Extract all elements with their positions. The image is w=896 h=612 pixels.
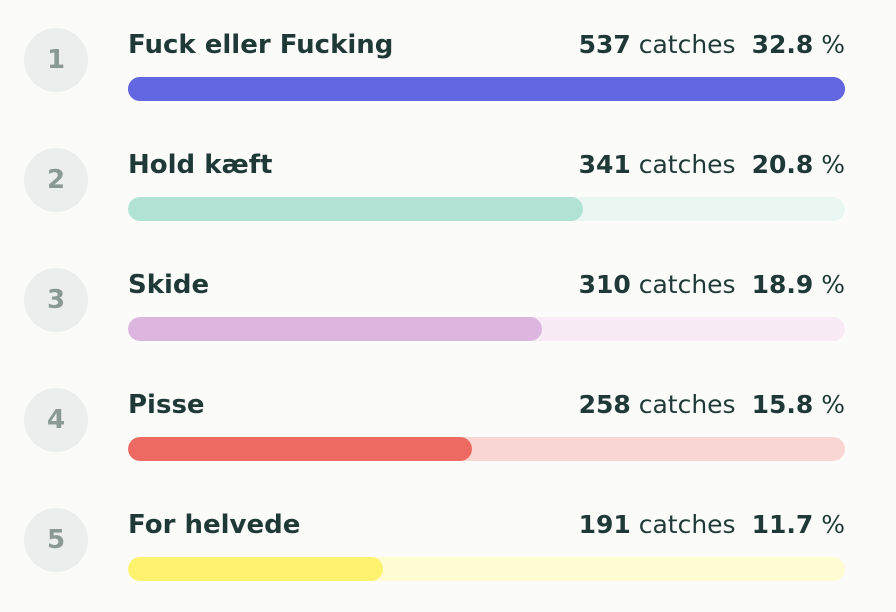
bar-fill [128,557,383,581]
bar-fill [128,317,542,341]
row-stats: 537 catches 32.8 % [579,30,845,59]
word-label: Fuck eller Fucking [128,30,394,60]
unit-label: catches [638,30,736,59]
rank-badge: 1 [24,28,88,92]
percent-value: 11.7 [751,510,814,539]
catch-count: 341 [578,150,631,179]
ranking-row: 2 Hold kæft 341 catches 20.8 % [0,120,896,240]
percent-symbol: % [821,390,845,419]
ranking-row: 4 Pisse 258 catches 15.8 % [0,360,896,480]
row-stats: 258 catches 15.8 % [579,390,845,419]
unit-label: catches [638,510,736,539]
bar-fill [128,77,845,101]
percent-value: 15.8 [751,390,814,419]
percent-value: 18.9 [751,270,814,299]
ranking-row: 1 Fuck eller Fucking 537 catches 32.8 % [0,0,896,120]
catch-count: 191 [578,510,631,539]
bar-track [128,437,845,461]
catch-count: 310 [578,270,631,299]
unit-label: catches [638,150,736,179]
word-label: Skide [128,270,210,300]
row-stats: 191 catches 11.7 % [579,510,845,539]
bar-track [128,77,845,101]
bar-track [128,197,845,221]
ranking-row: 5 For helvede 191 catches 11.7 % [0,480,896,600]
bar-track [128,557,845,581]
unit-label: catches [638,270,736,299]
row-stats: 341 catches 20.8 % [579,150,845,179]
rank-badge: 3 [24,268,88,332]
percent-symbol: % [821,150,845,179]
unit-label: catches [638,390,736,419]
rank-badge: 4 [24,388,88,452]
rank-badge: 2 [24,148,88,212]
percent-value: 20.8 [751,150,814,179]
word-label: For helvede [128,510,301,540]
row-stats: 310 catches 18.9 % [579,270,845,299]
percent-symbol: % [821,510,845,539]
rank-badge: 5 [24,508,88,572]
percent-symbol: % [821,30,845,59]
catch-count: 537 [578,30,631,59]
word-label: Pisse [128,390,205,420]
word-label: Hold kæft [128,150,273,180]
percent-value: 32.8 [751,30,814,59]
percent-symbol: % [821,270,845,299]
catch-count: 258 [578,390,631,419]
bar-fill [128,437,472,461]
bar-fill [128,197,583,221]
bar-track [128,317,845,341]
ranking-row: 3 Skide 310 catches 18.9 % [0,240,896,360]
